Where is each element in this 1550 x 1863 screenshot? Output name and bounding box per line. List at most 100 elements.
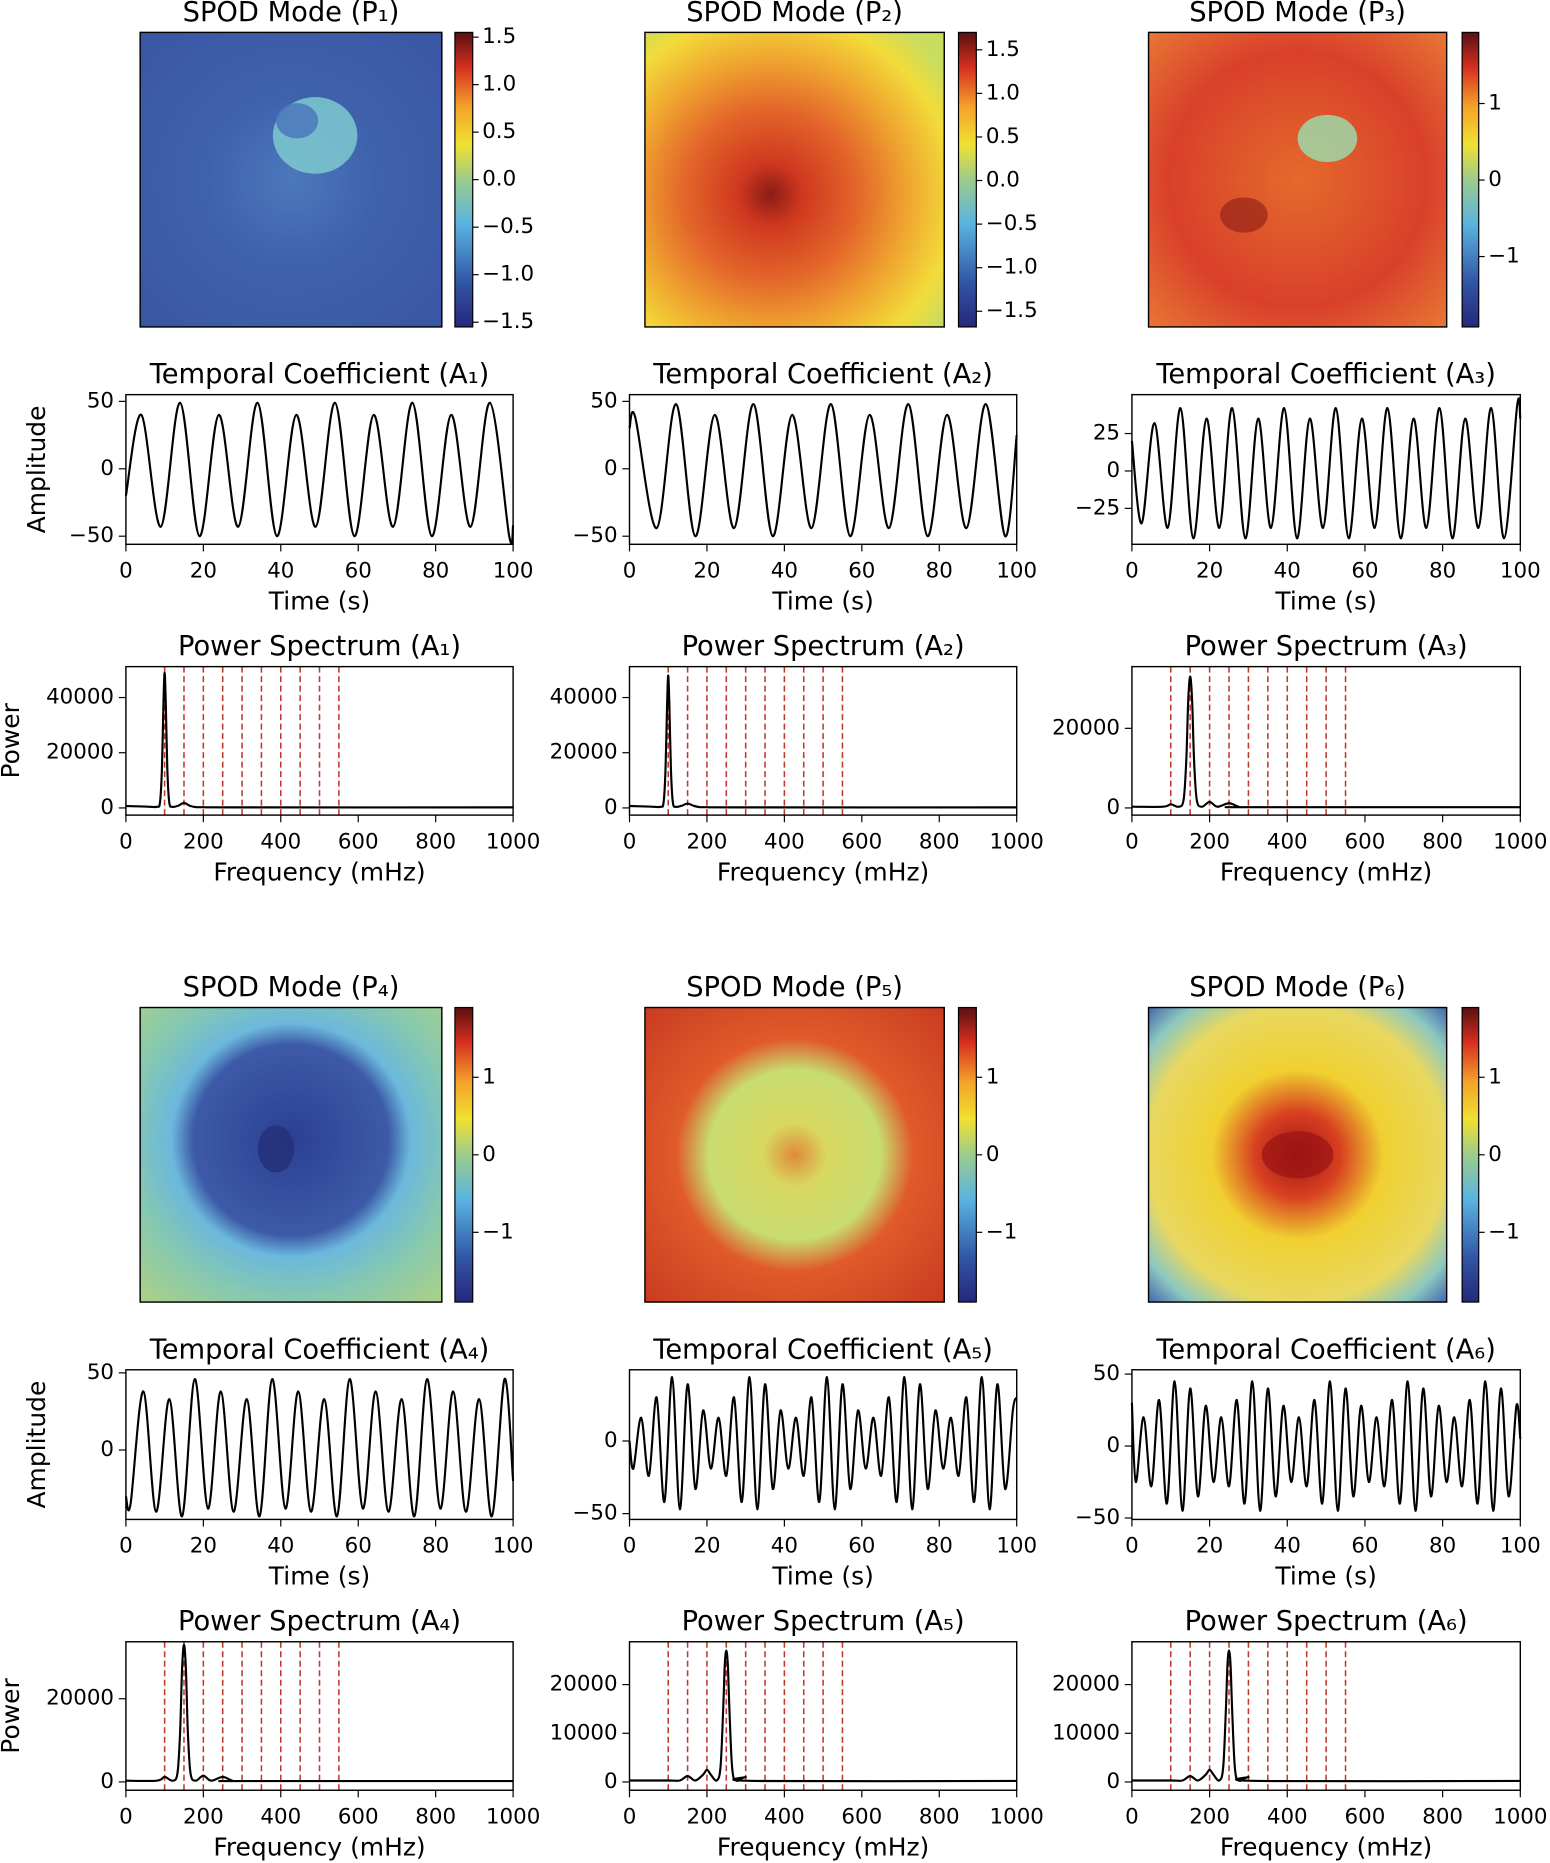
y-tick-label: 50 (590, 388, 617, 413)
y-tick-label: 0 (100, 456, 114, 481)
axes-frame (125, 1641, 514, 1791)
x-axis-label: Frequency (mHz) (213, 857, 425, 886)
mode-feature (275, 103, 319, 139)
y-tick-label: 25 (1093, 421, 1120, 446)
x-tick-label: 0 (1125, 559, 1139, 584)
axes-title: Power Spectrum (A₆) (1185, 1606, 1468, 1637)
axes-frame (125, 393, 514, 546)
x-tick-label: 80 (926, 1534, 953, 1559)
x-tick-label: 600 (1345, 829, 1386, 854)
x-tick-label: 200 (1189, 1805, 1230, 1830)
x-tick-label: 400 (1267, 1805, 1308, 1830)
mode-frame (644, 31, 945, 328)
series-line (1131, 675, 1521, 809)
colorbar-tick-label: 1 (1488, 1064, 1502, 1089)
x-axis-label: Frequency (mHz) (213, 1832, 425, 1861)
y-tick-label: 50 (87, 1360, 114, 1385)
colorbar-tick-label: 0 (1488, 167, 1502, 192)
x-tick-label: 60 (345, 559, 372, 584)
y-tick-label: 0 (1106, 795, 1120, 820)
x-axis-label: Time (s) (268, 1562, 370, 1591)
axes-title: Temporal Coefficient (A₂) (652, 359, 993, 390)
colorbar-tick-label: 1.0 (986, 80, 1020, 105)
x-tick-label: 60 (345, 1534, 372, 1559)
colorbar-tick-label: 1 (986, 1064, 1000, 1089)
x-tick-label: 200 (183, 1805, 224, 1830)
x-tick-label: 20 (1196, 1534, 1223, 1559)
mode-image (644, 1007, 945, 1303)
x-tick-label: 80 (926, 559, 953, 584)
axes-title: Power Spectrum (A₁) (178, 631, 461, 662)
x-tick-label: 80 (422, 1534, 449, 1559)
colorbar-tick-label: 0.0 (482, 167, 516, 192)
y-tick-label: 50 (1093, 1361, 1120, 1386)
series-line (629, 1649, 1017, 1783)
colorbar-tick-label: −1 (1488, 1219, 1520, 1244)
axes-frame (628, 393, 1018, 546)
colorbar-tick-label: 1 (1488, 91, 1502, 116)
axes-frame (628, 1369, 1018, 1521)
colorbar-tick-label: −0.5 (482, 214, 534, 239)
mode-title: SPOD Mode (P₂) (686, 0, 903, 28)
x-tick-label: 800 (415, 1805, 456, 1830)
y-tick-label: 0 (604, 795, 618, 820)
x-tick-label: 800 (919, 1805, 960, 1830)
x-tick-label: 600 (338, 829, 379, 854)
y-tick-label: 0 (604, 1428, 618, 1453)
mode-feature (1220, 197, 1268, 233)
series-line (124, 401, 515, 545)
series-line (125, 1643, 514, 1783)
colorbar-tick-label: −1.0 (482, 262, 534, 287)
x-axis-label: Frequency (mHz) (717, 1832, 929, 1861)
y-axis-label: Amplitude (22, 406, 51, 534)
x-tick-label: 100 (1500, 1534, 1541, 1559)
series-line (628, 1375, 1018, 1511)
colorbar (1461, 31, 1480, 328)
mode-title: SPOD Mode (P₆) (1189, 972, 1406, 1003)
x-tick-label: 400 (1267, 829, 1308, 854)
x-tick-label: 40 (771, 559, 798, 584)
y-tick-label: −50 (1075, 1505, 1120, 1530)
x-tick-label: 100 (1500, 559, 1541, 584)
y-tick-label: 0 (100, 1769, 114, 1794)
x-tick-label: 20 (693, 559, 720, 584)
x-tick-label: 20 (190, 1534, 217, 1559)
x-tick-label: 1000 (486, 1805, 540, 1830)
y-tick-label: 50 (87, 388, 114, 413)
y-tick-label: −50 (573, 1501, 618, 1526)
x-tick-label: 400 (764, 1805, 805, 1830)
y-tick-label: 10000 (550, 1720, 618, 1745)
x-tick-label: 1000 (990, 1805, 1044, 1830)
axes-title: Temporal Coefficient (A₆) (1155, 1334, 1496, 1365)
x-tick-label: 20 (190, 559, 217, 584)
axes-frame (1131, 393, 1522, 546)
x-tick-label: 60 (1351, 1534, 1378, 1559)
mode-frame (1147, 1006, 1448, 1303)
x-tick-label: 0 (119, 1805, 133, 1830)
y-axis-label: Power (0, 1678, 25, 1754)
x-tick-label: 800 (1422, 829, 1463, 854)
x-tick-label: 1000 (990, 829, 1044, 854)
series-line (1130, 1380, 1522, 1512)
colorbar-tick-label: −1.5 (482, 309, 534, 334)
x-tick-label: 0 (119, 1534, 133, 1559)
y-tick-label: 0 (604, 1769, 618, 1794)
colorbar-tick-label: 0.5 (482, 119, 516, 144)
axes-title: Power Spectrum (A₂) (682, 631, 965, 662)
y-tick-label: −50 (69, 523, 114, 548)
series-line (1131, 1649, 1521, 1783)
x-axis-label: Time (s) (771, 586, 873, 615)
series-line (125, 671, 514, 809)
axes-frame (1131, 1641, 1522, 1791)
y-tick-label: 0 (604, 456, 618, 481)
x-tick-label: 400 (260, 829, 301, 854)
mode-frame (139, 1006, 443, 1303)
y-tick-label: 20000 (1052, 715, 1120, 740)
colorbar (1461, 1006, 1480, 1303)
colorbar-tick-label: 1.5 (482, 24, 516, 49)
x-tick-label: 200 (687, 829, 728, 854)
colorbar-tick-label: −1.5 (986, 298, 1038, 323)
series-line (628, 403, 1018, 538)
y-tick-label: −25 (1075, 495, 1120, 520)
x-tick-label: 100 (493, 1534, 534, 1559)
